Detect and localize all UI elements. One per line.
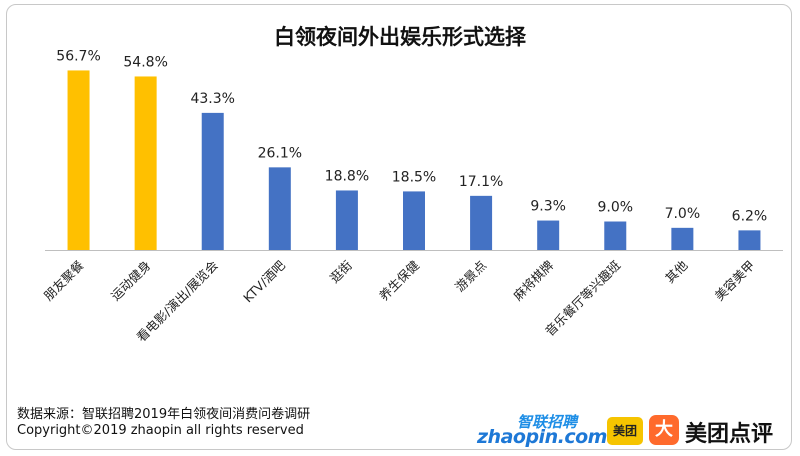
category-label-8: 麻将棋牌: [510, 258, 556, 304]
value-label-9: 9.0%: [597, 200, 633, 216]
category-label-1: 朋友聚餐: [41, 257, 87, 303]
bar-2: [134, 76, 157, 250]
value-label-4: 26.1%: [258, 145, 302, 161]
category-label-10: 其他: [662, 257, 691, 286]
bar-3: [201, 112, 224, 250]
bar-11: [738, 230, 761, 250]
value-labels-group: 56.7% 54.8% 43.3% 26.1% 18.8% 18.5% 17.1% 9.3% 9…: [56, 48, 767, 224]
value-label-5: 18.8%: [325, 168, 369, 184]
zhaopin-logo-en: zhaopin.com: [477, 426, 607, 448]
value-label-11: 6.2%: [732, 208, 768, 224]
chart-frame: 白领夜间外出娱乐形式选择 56.7% 54.8% 43.3% 26.1% 18.8% 18…: [6, 4, 792, 450]
bar-5: [335, 190, 358, 250]
meituan-logo: 美团: [607, 417, 643, 445]
bar-6: [403, 191, 425, 250]
value-label-1: 56.7%: [56, 48, 100, 64]
chart-title: 白领夜间外出娱乐形式选择: [274, 25, 526, 49]
bar-chart: 56.7% 54.8% 43.3% 26.1% 18.8% 18.5% 17.1% 9.3% 9…: [41, 48, 783, 345]
dianping-icon: 大: [649, 415, 679, 445]
copyright-note: Copyright©2019 zhaopin all rights reserv…: [17, 423, 304, 438]
category-label-7: 游景点: [452, 258, 489, 295]
value-label-8: 9.3%: [530, 199, 566, 215]
dianping-logo-text: 美团点评: [685, 422, 774, 447]
category-label-11: 美容美甲: [712, 258, 758, 304]
value-label-3: 43.3%: [190, 91, 234, 107]
bar-1: [67, 70, 90, 250]
category-label-5: 逛街: [327, 258, 355, 286]
category-label-2: 运动健身: [108, 258, 154, 304]
bar-4: [268, 167, 291, 250]
value-label-10: 7.0%: [665, 206, 701, 222]
value-label-7: 17.1%: [459, 174, 503, 190]
bar-9: [604, 221, 627, 250]
bars-group: [67, 70, 761, 250]
zhaopin-logo: 智联招聘 zhaopin.com: [477, 413, 607, 448]
value-label-6: 18.5%: [392, 169, 436, 185]
bar-7: [470, 195, 493, 250]
zhaopin-logo-cn: 智联招聘: [517, 413, 578, 431]
category-label-6: 养生保健: [376, 257, 422, 303]
category-label-4: KTV/酒吧: [240, 257, 288, 305]
value-label-2: 54.8%: [123, 54, 167, 70]
bar-8: [537, 220, 560, 250]
bar-10: [671, 227, 694, 250]
data-source-note: 数据来源：智联招聘2019年白领夜间消费问卷调研: [17, 407, 311, 422]
